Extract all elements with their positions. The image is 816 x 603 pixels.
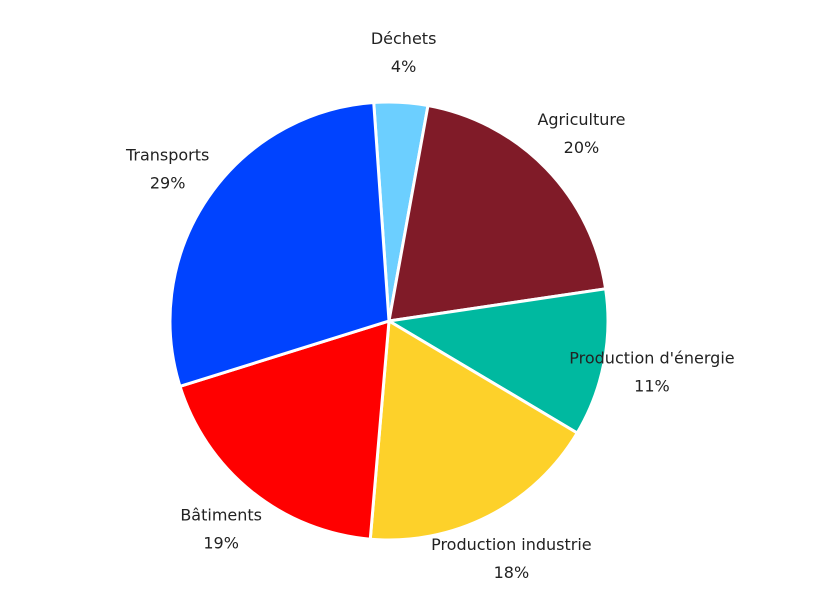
slice-label: Production d'énergie: [569, 348, 734, 367]
slice-label: Agriculture: [537, 110, 625, 129]
pie-slice: [178, 318, 391, 541]
slice-label: Déchets: [371, 29, 437, 48]
slice-value-label: 18%: [494, 563, 530, 582]
slice-value-label: 11%: [634, 376, 670, 395]
slice-label: Production industrie: [431, 535, 592, 554]
pie-slice: [387, 103, 608, 323]
slice-value-label: 20%: [564, 138, 600, 157]
slice-label: Transports: [125, 145, 209, 164]
pie-slice: [384, 287, 610, 436]
pie-slice: [368, 318, 580, 542]
slice-value-label: 4%: [391, 57, 416, 76]
slice-value-label: 29%: [150, 173, 186, 192]
slice-value-label: 19%: [203, 533, 239, 552]
slice-label: Bâtiments: [180, 505, 262, 524]
pie-slice: [168, 100, 391, 389]
